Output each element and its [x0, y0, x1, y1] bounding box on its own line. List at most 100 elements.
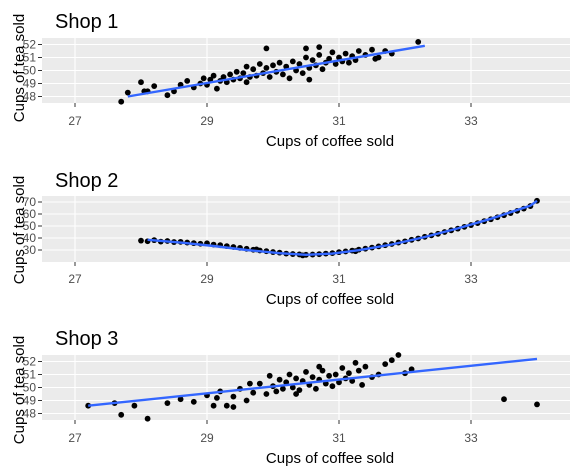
- data-point: [164, 400, 171, 406]
- x-tick-label: 27: [68, 114, 82, 128]
- trend-line: [88, 357, 538, 407]
- data-point: [243, 397, 250, 404]
- data-point: [118, 98, 125, 105]
- y-tick-label: 50: [23, 64, 37, 78]
- x-tick-label: 29: [200, 272, 214, 286]
- data-point: [332, 61, 339, 67]
- data-point: [280, 71, 286, 78]
- data-point: [339, 365, 346, 371]
- data-point: [266, 74, 273, 80]
- data-point: [336, 54, 342, 61]
- data-point: [313, 385, 319, 392]
- data-point: [118, 411, 125, 418]
- data-point: [346, 370, 352, 377]
- data-point: [131, 402, 138, 409]
- data-point: [151, 83, 158, 89]
- data-point: [243, 79, 250, 86]
- data-point: [144, 415, 151, 422]
- x-tick-label: 29: [200, 431, 214, 445]
- data-point: [319, 66, 326, 73]
- data-point: [210, 72, 217, 79]
- x-tick-label: 31: [332, 431, 346, 445]
- x-tick-label: 27: [68, 431, 82, 445]
- data-point: [303, 54, 309, 61]
- data-point: [289, 384, 296, 391]
- data-point: [190, 398, 197, 405]
- data-point: [280, 385, 286, 392]
- y-tick-label: 30: [23, 243, 37, 257]
- data-point: [316, 363, 323, 370]
- y-tick-label: 60: [23, 207, 37, 221]
- chart-title: Shop 2: [55, 170, 118, 192]
- data-point: [184, 78, 191, 84]
- data-point: [214, 85, 220, 92]
- x-tick-label: 33: [464, 114, 478, 128]
- y-axis-label: Cups of tea sold: [11, 336, 28, 444]
- data-point: [293, 391, 299, 397]
- data-point: [355, 367, 362, 374]
- data-point: [375, 54, 382, 61]
- chart-title: Shop 3: [55, 328, 118, 350]
- data-point: [296, 61, 303, 67]
- data-point: [349, 378, 356, 384]
- trend-line: [127, 44, 426, 98]
- data-point: [266, 372, 273, 379]
- data-point: [309, 57, 316, 63]
- data-point: [415, 39, 422, 45]
- data-point: [250, 389, 257, 396]
- x-tick-label: 33: [464, 272, 478, 286]
- data-point: [355, 48, 362, 54]
- data-point: [388, 357, 395, 364]
- data-point: [263, 65, 270, 71]
- data-point: [177, 396, 184, 403]
- data-point: [270, 62, 276, 69]
- data-point: [138, 79, 144, 86]
- data-point: [214, 395, 220, 401]
- x-tick-label: 31: [332, 114, 346, 128]
- x-axis-label: Cups of coffee sold: [266, 291, 394, 308]
- data-point: [316, 52, 323, 58]
- data-point: [200, 75, 207, 82]
- y-tick-label: 52: [23, 38, 37, 52]
- data-point: [263, 45, 270, 52]
- data-point: [250, 66, 257, 73]
- data-point: [395, 352, 402, 358]
- data-point: [233, 68, 240, 75]
- data-point: [316, 44, 323, 50]
- y-tick-label: 40: [23, 231, 37, 245]
- data-point: [276, 376, 283, 383]
- y-tick-label: 49: [23, 394, 37, 408]
- data-point: [286, 75, 293, 82]
- data-point: [138, 237, 144, 244]
- x-tick-label: 33: [464, 431, 478, 445]
- data-point: [256, 61, 263, 67]
- y-axis-label: Cups of tea sold: [11, 176, 28, 284]
- data-point: [326, 372, 332, 379]
- y-tick-label: 50: [23, 219, 37, 233]
- data-point: [296, 387, 303, 393]
- x-axis-label: Cups of coffee sold: [266, 450, 394, 467]
- data-point: [303, 369, 309, 375]
- data-point: [352, 359, 359, 366]
- data-point: [164, 92, 171, 99]
- data-point: [210, 402, 217, 409]
- y-tick-label: 70: [23, 195, 37, 209]
- data-point: [223, 402, 230, 409]
- x-tick-label: 27: [68, 272, 82, 286]
- data-point: [342, 50, 349, 57]
- data-point: [286, 371, 293, 378]
- data-point: [299, 70, 306, 76]
- data-point: [534, 401, 540, 408]
- data-point: [382, 361, 389, 367]
- y-axis-label: Cups of tea sold: [11, 14, 28, 122]
- data-point: [309, 374, 316, 380]
- data-point: [230, 404, 237, 410]
- data-point: [293, 375, 299, 382]
- data-point: [240, 70, 247, 76]
- trend-line: [147, 199, 538, 256]
- data-point: [369, 46, 375, 53]
- data-point: [256, 380, 263, 387]
